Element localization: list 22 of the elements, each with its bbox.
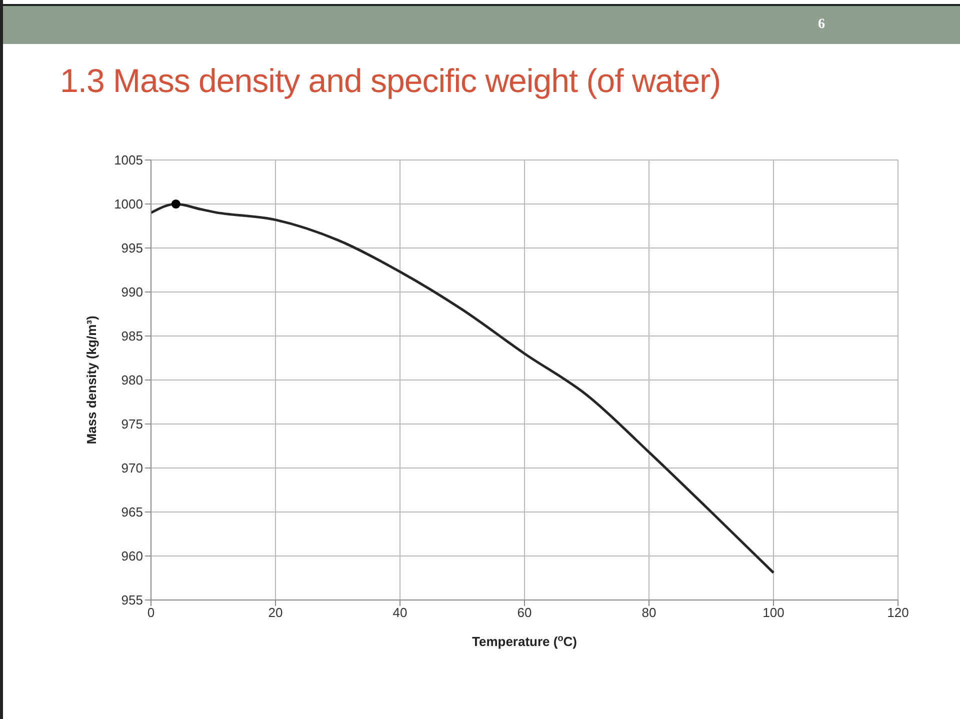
x-tick-label: 80 <box>642 605 656 620</box>
text: 6 <box>818 17 825 33</box>
x-axis-title: Temperature ($^{o}$C) <box>472 633 578 649</box>
y-tick-label: 965 <box>121 504 143 520</box>
x-tick-label: 100 <box>762 605 784 620</box>
y-tick-label: 970 <box>121 460 143 476</box>
x-tick-label: 0 <box>147 605 155 620</box>
y-tick-label: 985 <box>121 328 143 344</box>
y-tick-label: 960 <box>121 548 143 564</box>
y-tick-label: 995 <box>121 240 143 256</box>
y-tick-label: 975 <box>121 416 143 432</box>
y-tick-label: 990 <box>121 284 143 300</box>
x-tick-label: 40 <box>392 605 408 620</box>
y-axis-title: Mass density (kg/m³) <box>84 316 99 444</box>
chart-title: 1.3 Mass density and specific weight (of water) <box>60 62 721 100</box>
x-tick-label: 20 <box>268 605 283 620</box>
y-tick-label: 1000 <box>114 196 143 212</box>
y-tick-label: 955 <box>121 592 143 608</box>
x-tick-label: 120 <box>887 605 909 620</box>
y-tick-label: 980 <box>121 372 143 388</box>
x-tick-label: 60 <box>517 605 532 620</box>
y-tick-label: 1005 <box>114 152 143 168</box>
